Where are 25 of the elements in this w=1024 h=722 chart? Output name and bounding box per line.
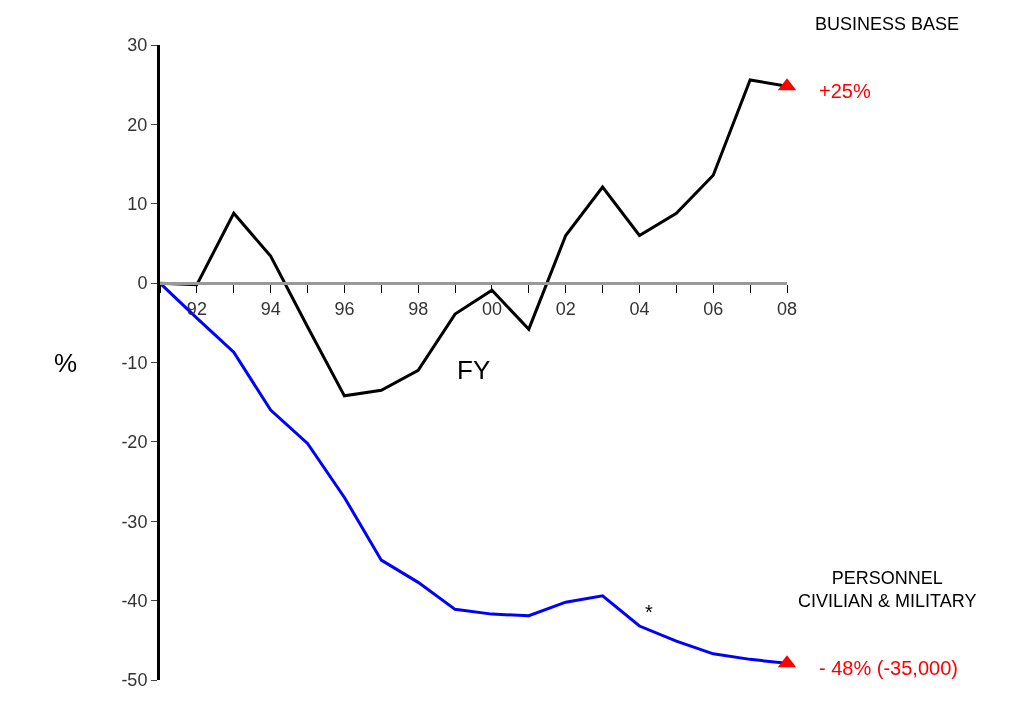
x-tick-label: 08	[776, 298, 798, 319]
y-tick-label: -10	[121, 352, 148, 373]
x-tick-label: 04	[629, 298, 650, 319]
annotation: *	[645, 601, 653, 623]
y-tick-label: 10	[127, 194, 148, 215]
text: BUSINESS BASE	[815, 14, 960, 34]
y-tick-label: -50	[121, 670, 148, 691]
text: PERSONNEL CIVILIAN & MILITARY	[798, 568, 977, 612]
y-tick-label: -30	[121, 511, 148, 532]
y-tick-label: -40	[121, 590, 148, 611]
y-tick-label: 20	[127, 114, 148, 135]
x-tick-label: 96	[334, 298, 355, 319]
x-tick-label: 98	[408, 298, 429, 319]
y-tick-label: 30	[127, 35, 148, 56]
y-axis-title: %	[54, 348, 78, 378]
annotation: +25%	[819, 80, 871, 102]
annotation: - 48% (-35,000)	[819, 657, 958, 679]
x-tick-label: 06	[703, 298, 724, 319]
x-axis-title: FY	[457, 355, 491, 385]
y-tick-label: -20	[121, 432, 148, 453]
x-tick-label: 92	[186, 298, 207, 319]
y-tick-label: 0	[137, 273, 148, 294]
x-tick-label: 00	[481, 298, 502, 319]
x-tick-label: 94	[260, 298, 281, 319]
x-tick-label: 02	[555, 298, 576, 319]
